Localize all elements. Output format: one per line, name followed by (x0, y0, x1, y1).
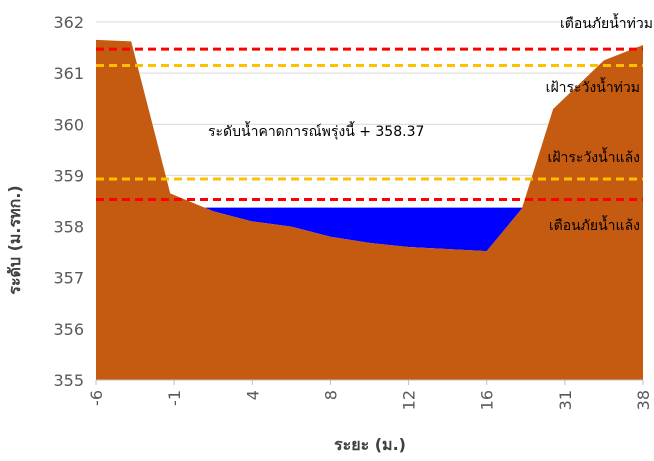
reference-label: เตือนภัยน้ำแล้ง (549, 215, 640, 234)
y-tick-label: 357 (53, 269, 84, 288)
x-tick-label: 4 (243, 390, 262, 400)
forecast-label: ระดับน้ำคาดการณ์พรุ่งนี้ + 358.37 (208, 121, 424, 140)
x-tick-label: 16 (478, 390, 497, 410)
series-layer (96, 39, 643, 381)
x-tick-label: 31 (556, 390, 575, 410)
x-tick-label: -1 (165, 390, 184, 406)
y-tick-label: 360 (53, 115, 84, 134)
reference-label: เฝ้าระวังน้ำท่วม (546, 77, 640, 96)
y-tick-label: 362 (53, 13, 84, 32)
y-tick-label: 361 (53, 64, 84, 83)
annotations: เตือนภัยน้ำท่วมเฝ้าระวังน้ำท่วมเฝ้าระวัง… (208, 13, 653, 234)
water-area (204, 207, 523, 252)
x-tick-label: -6 (87, 390, 106, 406)
axes: 355 356 357 358 359 360 361 362 -6 -1 4 8 12 16 31 38 (53, 13, 653, 410)
x-axis-title: ระยะ (ม.) (334, 435, 406, 454)
y-tick-label: 359 (53, 166, 84, 185)
x-tick-label: 38 (634, 390, 653, 410)
y-tick-label: 356 (53, 320, 84, 339)
y-tick-label: 355 (53, 371, 84, 390)
x-tick-label: 8 (321, 390, 340, 400)
y-tick-label: 358 (53, 218, 84, 237)
y-axis-title: ระดับ (ม.รทก.) (5, 185, 24, 294)
reference-label: เฝ้าระวังน้ำแล้ง (548, 147, 640, 166)
reference-label: เตือนภัยน้ำท่วม (560, 13, 653, 32)
x-tick-label: 12 (400, 390, 419, 410)
reference-lines (96, 47, 643, 201)
ground-area (96, 39, 643, 381)
